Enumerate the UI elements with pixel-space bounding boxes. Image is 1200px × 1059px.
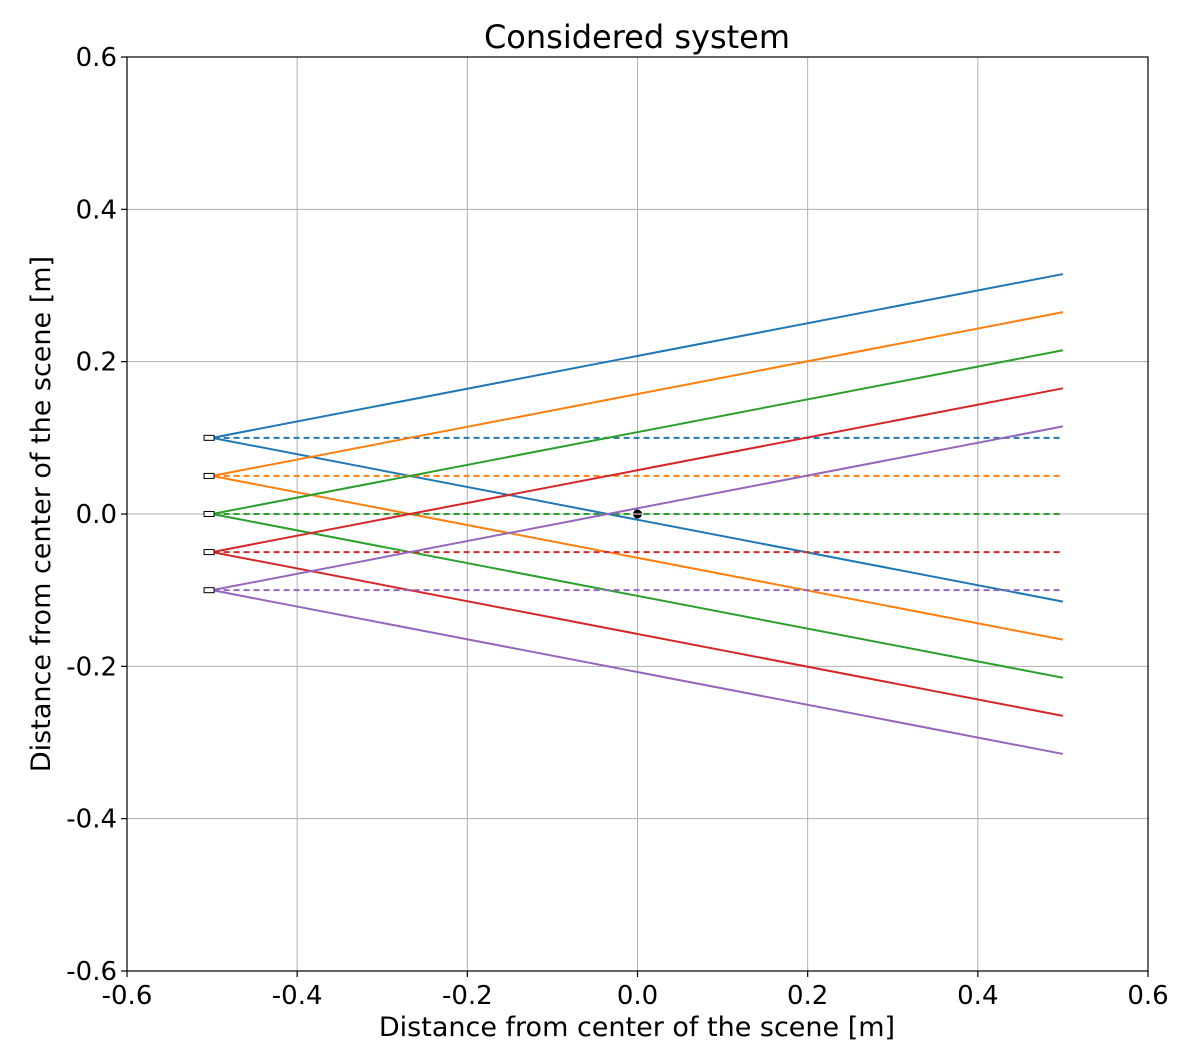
x-tick-label-5: 0.4 xyxy=(957,981,998,1011)
x-tick-label-6: 0.6 xyxy=(1127,981,1168,1011)
x-tick-label-2: -0.2 xyxy=(442,981,493,1011)
x-tick-label-3: 0.0 xyxy=(617,981,658,1011)
source-4-marker xyxy=(203,549,215,556)
series-group xyxy=(203,273,1064,755)
source-5-marker xyxy=(203,587,215,594)
x-tick-label-1: -0.4 xyxy=(272,981,323,1011)
source-3-upper-ray xyxy=(211,349,1064,515)
source-5-upper-ray xyxy=(211,425,1064,592)
source-1-upper-ray xyxy=(211,273,1064,439)
x-tick-label-0: -0.6 xyxy=(102,981,153,1011)
source-3-marker xyxy=(203,511,215,517)
y-tick-label-3: 0.0 xyxy=(76,500,117,530)
y-tick-label-2: -0.2 xyxy=(66,652,117,682)
source-3-lower-ray xyxy=(211,513,1064,679)
source-2-lower-ray xyxy=(211,474,1064,641)
y-tick-label-1: -0.4 xyxy=(66,805,117,835)
source-2-marker xyxy=(203,472,215,479)
ticks: -0.6 -0.4 -0.2 0.0 0.2 0.4 0.6 -0.6 -0.4 -0.2 0.0 0… xyxy=(66,43,1168,1011)
source-1-marker xyxy=(203,434,215,441)
x-axis-label: Distance from center of the scene [m] xyxy=(379,1012,895,1043)
y-tick-label-4: 0.2 xyxy=(76,348,117,378)
source-4-upper-ray xyxy=(211,387,1064,554)
chart-title: Considered system xyxy=(484,18,790,56)
y-tick-label-0: -0.6 xyxy=(66,957,117,987)
y-axis-label: Distance from center of the scene [m] xyxy=(26,256,57,772)
source-1-lower-ray xyxy=(211,436,1064,603)
y-tick-label-6: 0.6 xyxy=(76,43,117,73)
source-5-lower-ray xyxy=(211,589,1064,755)
source-2-upper-ray xyxy=(211,311,1064,477)
source-4-lower-ray xyxy=(211,551,1064,717)
y-tick-label-5: 0.4 xyxy=(76,195,117,225)
x-tick-label-4: 0.2 xyxy=(787,981,828,1011)
